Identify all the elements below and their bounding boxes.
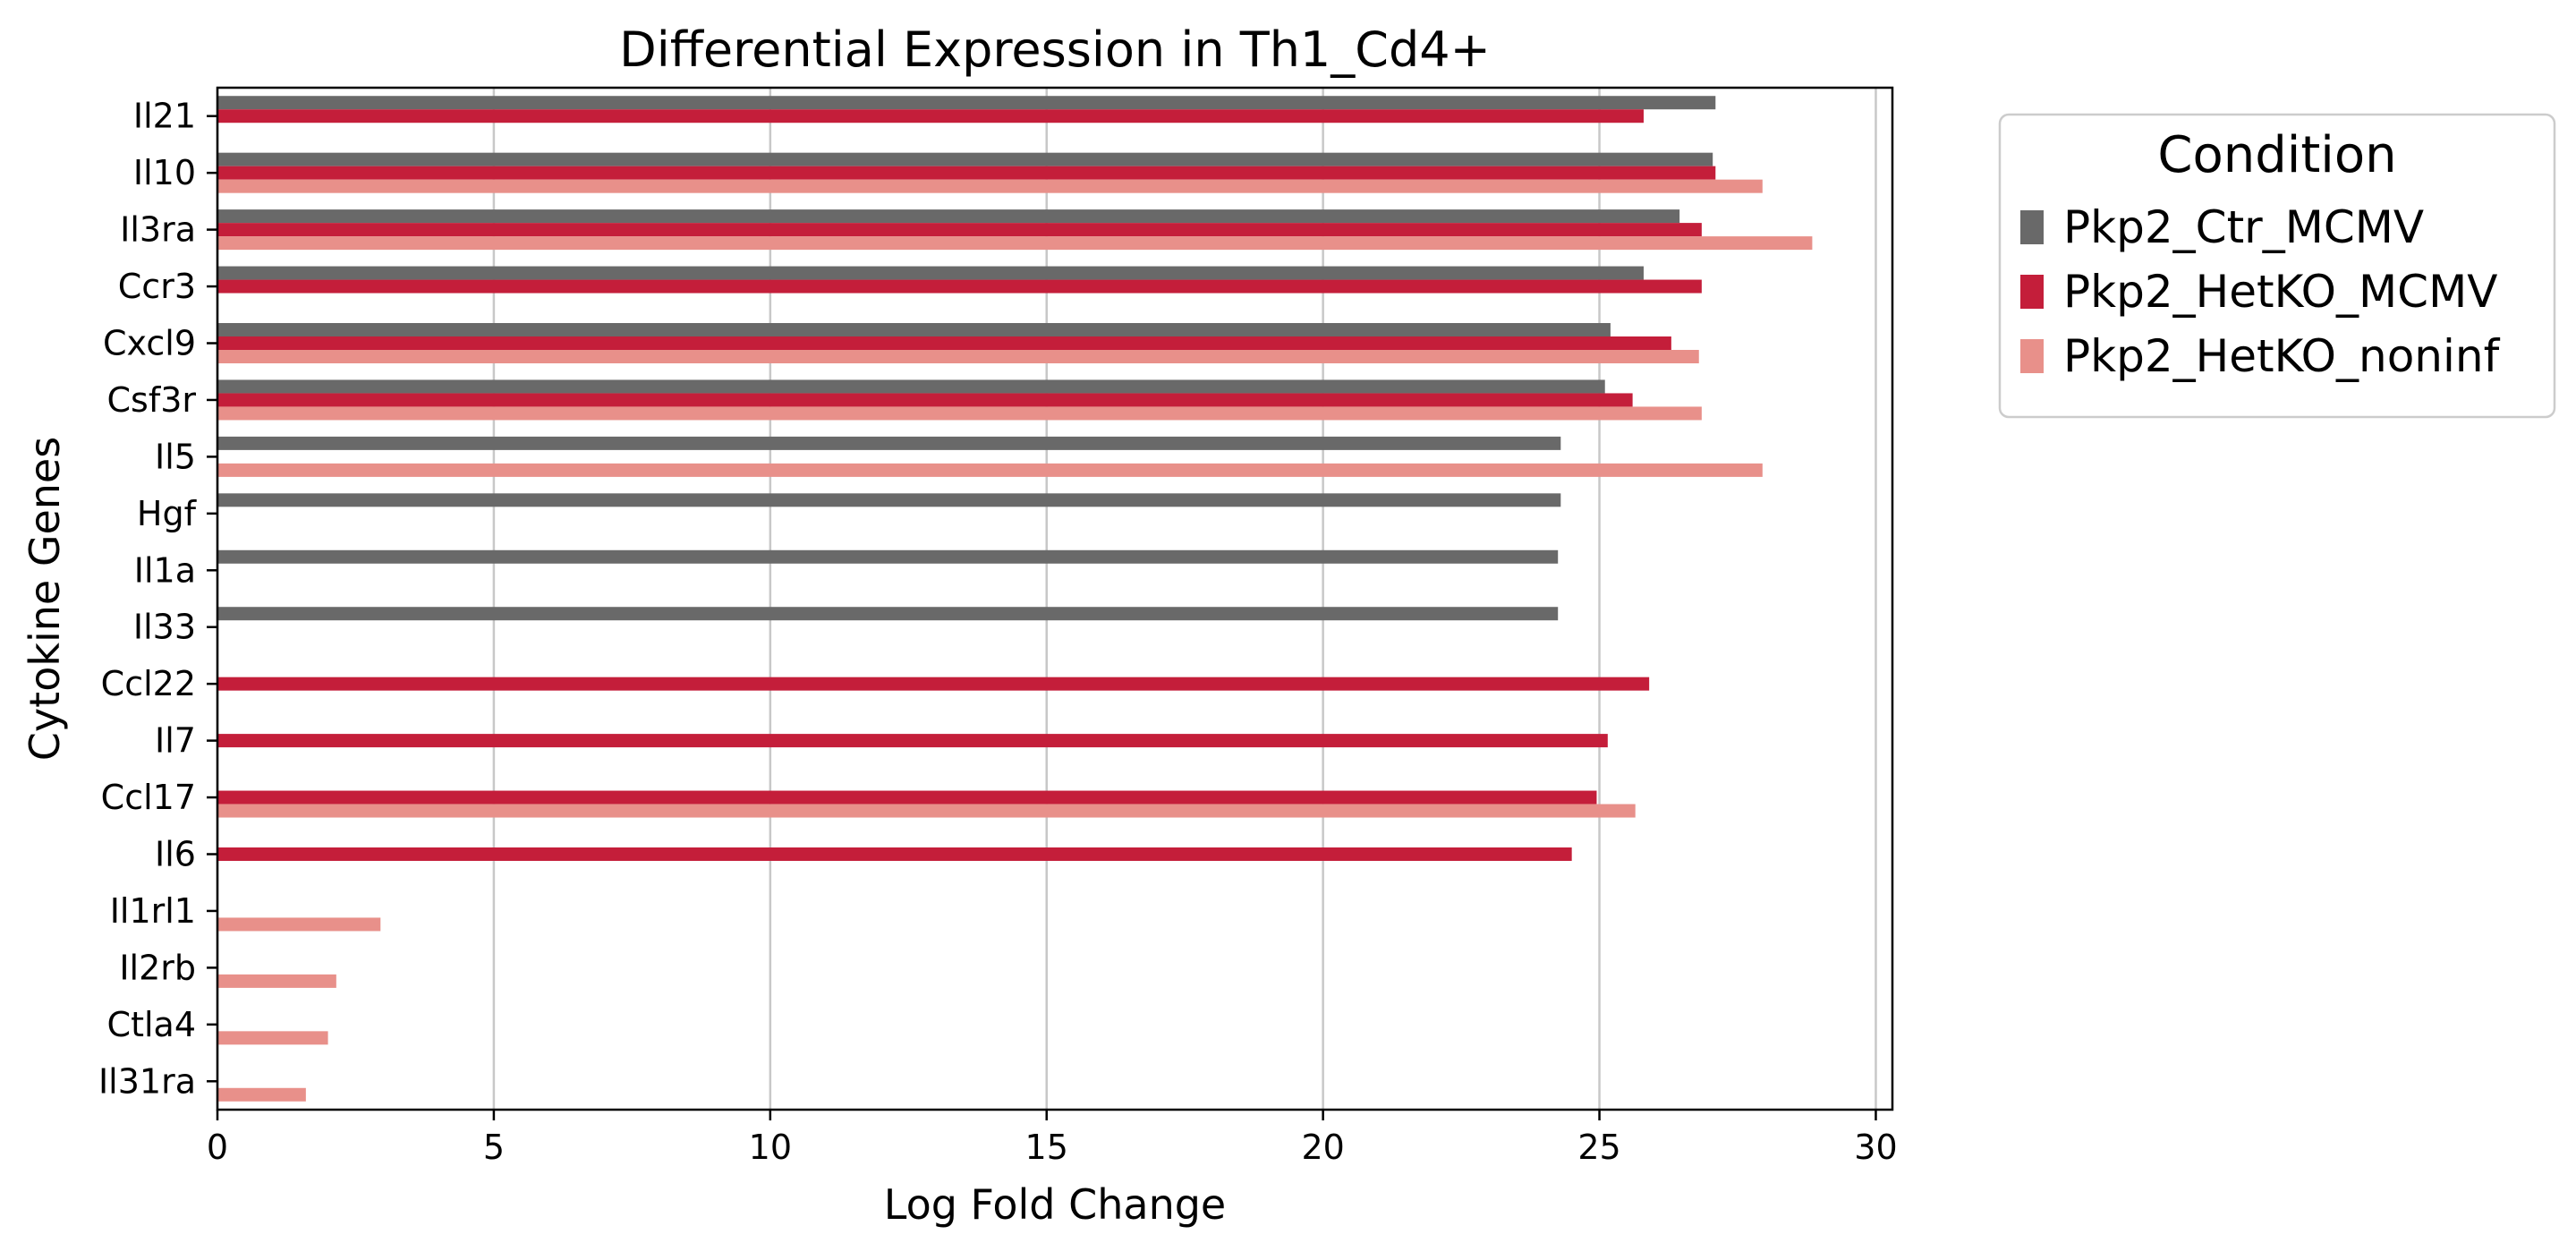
bar xyxy=(217,152,1713,166)
x-tick-label: 15 xyxy=(1025,1128,1068,1167)
y-tick-label: Il3ra xyxy=(120,210,196,250)
y-tick-label: Il1rl1 xyxy=(110,891,196,931)
y-tick-label: Il21 xyxy=(133,97,196,136)
bar xyxy=(217,109,1644,123)
y-tick-label: Cxcl9 xyxy=(103,324,196,363)
x-tick-label: 25 xyxy=(1577,1128,1620,1167)
legend-label: Pkp2_HetKO_noninf xyxy=(2063,330,2501,382)
chart-title: Differential Expression in Th1_Cd4+ xyxy=(619,21,1491,78)
plot-frame xyxy=(216,86,1894,1111)
bar xyxy=(217,493,1561,507)
bar xyxy=(217,790,1597,805)
legend-label: Pkp2_Ctr_MCMV xyxy=(2063,201,2424,253)
bar xyxy=(217,350,1699,363)
y-tick-label: Il33 xyxy=(133,608,196,647)
bar xyxy=(217,406,1702,421)
bar xyxy=(217,96,1716,110)
y-axis-label: Cytokine Genes xyxy=(21,437,69,761)
bar xyxy=(217,677,1650,691)
x-axis: 0 5 10 15 20 25 30 xyxy=(207,1110,1898,1167)
x-tick-label: 0 xyxy=(207,1128,228,1167)
legend-label: Pkp2_HetKO_MCMV xyxy=(2063,266,2497,318)
bar xyxy=(217,436,1561,450)
bar xyxy=(217,166,1716,180)
y-tick-label: Ccl22 xyxy=(101,664,196,703)
x-tick-label: 20 xyxy=(1301,1128,1344,1167)
bar xyxy=(217,279,1702,294)
bar xyxy=(217,463,1763,477)
bar xyxy=(217,549,1559,564)
bar xyxy=(217,607,1559,621)
y-tick-label: Il7 xyxy=(155,721,196,761)
y-tick-label: Ccr3 xyxy=(118,267,196,306)
legend-swatch xyxy=(2020,275,2044,309)
y-tick-label: Il6 xyxy=(155,835,196,874)
bar xyxy=(217,179,1763,193)
x-tick-label: 10 xyxy=(749,1128,792,1167)
y-tick-label: Il5 xyxy=(155,437,196,476)
bar xyxy=(217,734,1608,748)
legend-items: Pkp2_Ctr_MCMV Pkp2_HetKO_MCMV Pkp2_HetKO_n… xyxy=(2020,201,2501,382)
bar xyxy=(217,804,1636,818)
bars xyxy=(217,96,1813,1102)
bar xyxy=(217,336,1671,350)
legend-swatch xyxy=(2020,210,2044,244)
y-tick-label: Il2rb xyxy=(119,948,196,987)
bar xyxy=(217,847,1572,861)
y-tick-label: Ctla4 xyxy=(107,1005,196,1044)
x-tick-label: 5 xyxy=(483,1128,505,1167)
bar xyxy=(217,323,1611,336)
bar xyxy=(217,236,1813,251)
bar xyxy=(217,379,1605,394)
x-axis-label: Log Fold Change xyxy=(884,1180,1226,1229)
bar xyxy=(217,393,1633,407)
legend: Condition Pkp2_Ctr_MCMVPkp2_HetKO_MCMVPk… xyxy=(1998,113,2556,419)
bar xyxy=(217,917,381,932)
y-tick-label: Il1a xyxy=(134,550,196,590)
bar xyxy=(217,1087,306,1102)
bar xyxy=(217,266,1644,280)
bar xyxy=(217,1031,328,1045)
y-tick-label: Ccl17 xyxy=(101,778,196,817)
bar xyxy=(217,223,1702,237)
x-tick-label: 30 xyxy=(1854,1128,1897,1167)
bar xyxy=(217,209,1680,224)
legend-swatch xyxy=(2020,339,2044,373)
y-tick-label: Il10 xyxy=(133,153,196,192)
y-tick-label: Csf3r xyxy=(106,380,196,420)
y-tick-label: Il31ra xyxy=(98,1061,196,1101)
legend-box xyxy=(1998,113,2556,419)
legend-title: Condition xyxy=(2157,126,2396,184)
bar xyxy=(217,974,336,988)
y-tick-label: Hgf xyxy=(137,494,198,533)
y-axis: Il21 Il10 Il3ra Ccr3 Cxcl9 Csf3r Il5 Hgf Il1a Il3… xyxy=(98,97,217,1101)
